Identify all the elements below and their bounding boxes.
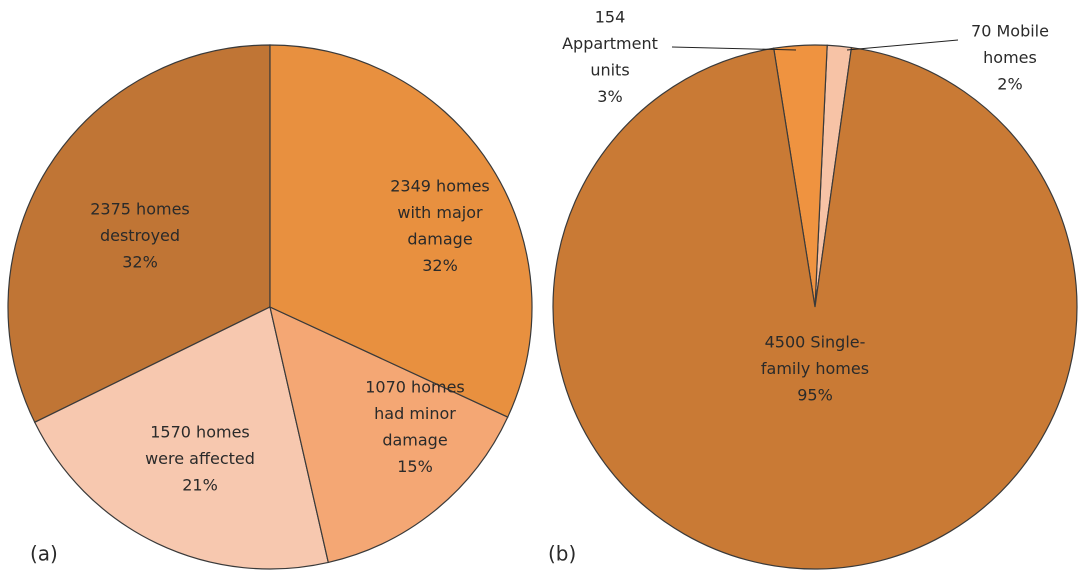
slice-label: 2375 homes — [90, 200, 190, 219]
panel-label: (b) — [548, 542, 576, 566]
slice-label: 2349 homes — [390, 177, 490, 196]
pie-slice — [33, 306, 330, 570]
slice-label: family homes — [761, 359, 869, 378]
slice-label: Appartment — [562, 34, 658, 53]
slice-label: 1070 homes — [365, 378, 465, 397]
pie-slice — [552, 46, 1078, 570]
slice-label: 21% — [182, 476, 218, 495]
pie-slice — [269, 305, 509, 564]
slice-label: 1570 homes — [150, 423, 250, 442]
leader-line — [671, 46, 797, 51]
slice-label: damage — [382, 431, 447, 450]
slice-label: were affected — [145, 449, 255, 468]
slice-label: damage — [407, 230, 472, 249]
slice-label: 15% — [397, 457, 433, 476]
pie-slice — [7, 44, 271, 424]
panel-label: (a) — [30, 542, 58, 566]
slice-label: 70 Mobile — [971, 22, 1049, 41]
slice-label: destroyed — [100, 226, 180, 245]
leader-line — [846, 39, 959, 51]
slice-label: 154 — [595, 8, 626, 27]
slice-label: 95% — [797, 386, 833, 405]
slice-label: had minor — [374, 404, 456, 423]
slice-label: units — [590, 61, 629, 80]
slice-label: 2% — [997, 75, 1022, 94]
slice-label: homes — [983, 48, 1037, 67]
slice-label: 3% — [597, 87, 622, 106]
slice-label: 32% — [422, 256, 458, 275]
slice-label: 32% — [122, 253, 158, 272]
pie-slice — [269, 44, 533, 418]
slice-label: 4500 Single- — [765, 333, 866, 352]
slice-label: with major — [397, 203, 483, 222]
